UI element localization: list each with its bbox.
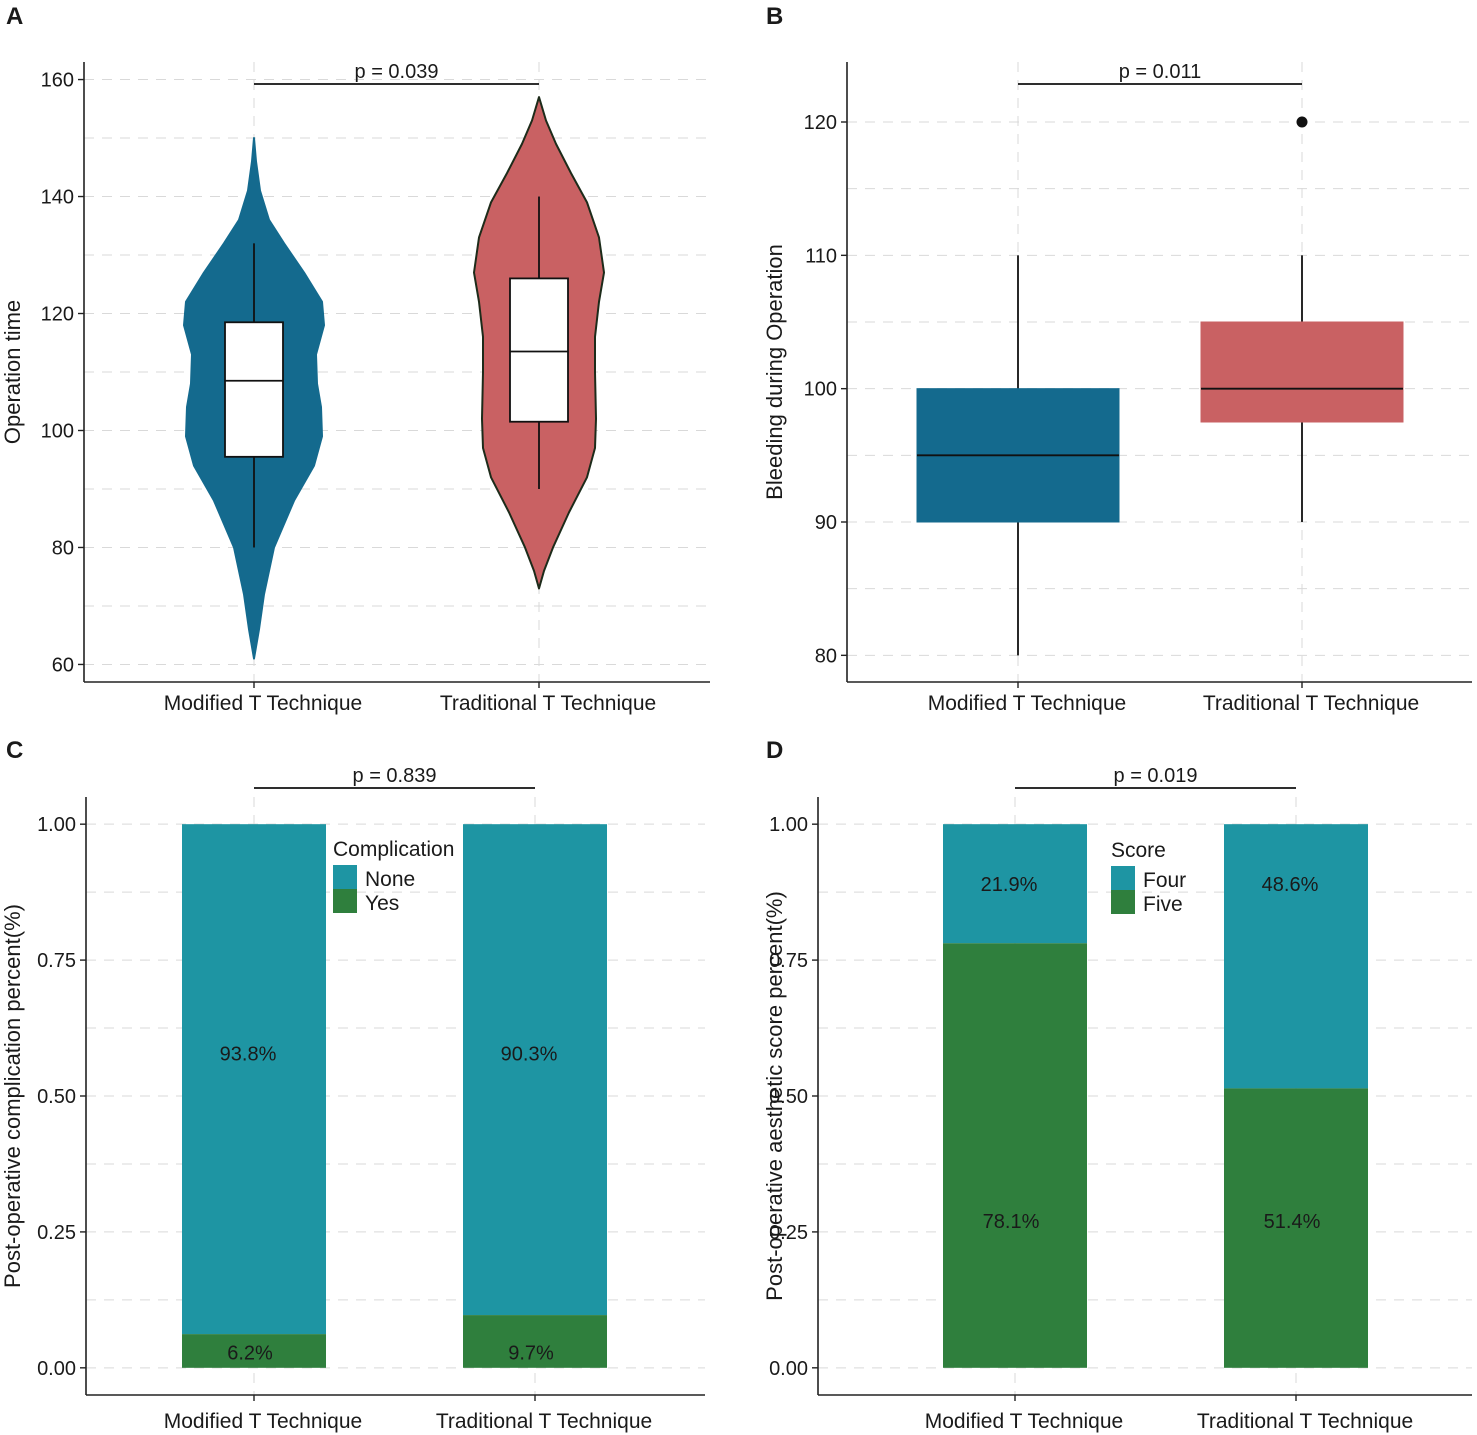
x-category-label: Traditional T Technique (440, 692, 656, 715)
legend-label: Yes (365, 892, 399, 915)
x-category-label: Traditional T Technique (436, 1410, 652, 1433)
panel-letter: B (766, 3, 783, 30)
box-iqr (224, 321, 284, 458)
bar-data-label: 48.6% (1262, 874, 1319, 896)
y-tick-label: 0.25 (769, 1222, 808, 1244)
panel-letter: C (6, 737, 23, 764)
panel-b-box-chart: 80 90 100 110 120 Modified T Technique Traditi… (762, 3, 1472, 715)
bar-segment-five (943, 943, 1087, 1368)
y-tick-label: 80 (815, 645, 837, 667)
y-tick-label: 0.50 (37, 1086, 76, 1108)
legend-title: Complication (333, 838, 454, 861)
legend-label: None (365, 868, 415, 891)
legend-label: Five (1143, 893, 1183, 916)
legend-title: Score (1111, 839, 1166, 862)
y-tick-label: 0.75 (769, 950, 808, 972)
y-tick-label: 0.75 (37, 950, 76, 972)
y-axis-title: Post-operative complication percent(%) (0, 904, 25, 1288)
y-tick-label: 110 (805, 245, 837, 267)
y-tick-label: 0.00 (769, 1358, 808, 1380)
bar-data-label: 6.2% (227, 1343, 273, 1365)
y-axis-title: Bleeding during Operation (762, 244, 787, 500)
y-axis-title: Post-operative aesthetic score percent(%… (762, 891, 787, 1301)
legend-swatch-yes (333, 889, 357, 913)
p-value-label: p = 0.011 (1119, 61, 1201, 83)
y-tick-label: 100 (41, 420, 74, 442)
bar-segment-yes (463, 1315, 607, 1368)
bar-segment-none (463, 824, 607, 1316)
y-tick-label: 120 (804, 112, 837, 134)
y-tick-label: 60 (52, 654, 74, 676)
x-category-label: Traditional T Technique (1197, 1410, 1413, 1433)
y-tick-label: 160 (41, 70, 74, 92)
bar-data-label: 93.8% (220, 1044, 277, 1066)
bar-data-label: 9.7% (508, 1343, 554, 1365)
outlier-point (1296, 116, 1308, 128)
y-tick-label: 80 (52, 537, 74, 559)
y-axis-title: Operation time (0, 300, 25, 444)
y-tick-label: 120 (41, 304, 74, 326)
bar-segment-yes (182, 1334, 326, 1368)
y-tick-label: 0.50 (769, 1086, 808, 1108)
bar-data-label: 21.9% (981, 874, 1038, 896)
bar-segment-four (943, 824, 1087, 944)
bar-data-label: 78.1% (983, 1211, 1040, 1233)
bar-segment-none (182, 824, 326, 1335)
y-tick-label: 0.25 (37, 1222, 76, 1244)
bar-segment-four (1224, 824, 1368, 1089)
x-category-label: Traditional T Technique (1203, 692, 1419, 715)
p-value-label: p = 0.839 (353, 765, 437, 787)
bar-data-label: 51.4% (1264, 1211, 1321, 1233)
y-tick-label: 100 (804, 379, 837, 401)
legend-swatch-none (333, 865, 357, 889)
x-category-label: Modified T Technique (925, 1410, 1123, 1433)
box-iqr (1200, 321, 1404, 423)
y-tick-label: 1.00 (37, 814, 76, 836)
bar-data-label: 90.3% (501, 1044, 558, 1066)
p-value-label: p = 0.019 (1114, 765, 1198, 787)
panel-a-violin-chart: 60 80 100 120 140 160 Modified T Technique Trad… (0, 3, 710, 715)
legend-swatch-five (1111, 890, 1135, 914)
legend-swatch-four (1111, 866, 1135, 890)
panel-c-stacked-bar-chart: 0.00 0.25 0.50 0.75 1.00 Modified T Technique… (0, 737, 705, 1433)
y-tick-label: 1.00 (769, 814, 808, 836)
legend-label: Four (1143, 869, 1186, 892)
p-value-label: p = 0.039 (355, 61, 439, 83)
x-category-label: Modified T Technique (928, 692, 1126, 715)
y-tick-label: 0.00 (37, 1358, 76, 1380)
bar-segment-five (1224, 1088, 1368, 1368)
x-category-label: Modified T Technique (164, 1410, 362, 1433)
box-iqr (509, 277, 569, 423)
panel-d-stacked-bar-chart: 0.00 0.25 0.50 0.75 1.00 Modified T Technique… (762, 737, 1472, 1433)
y-tick-label: 140 (41, 187, 74, 209)
panel-letter: A (6, 3, 23, 30)
x-category-label: Modified T Technique (164, 692, 362, 715)
panel-letter: D (766, 737, 783, 764)
y-tick-label: 90 (815, 512, 837, 534)
